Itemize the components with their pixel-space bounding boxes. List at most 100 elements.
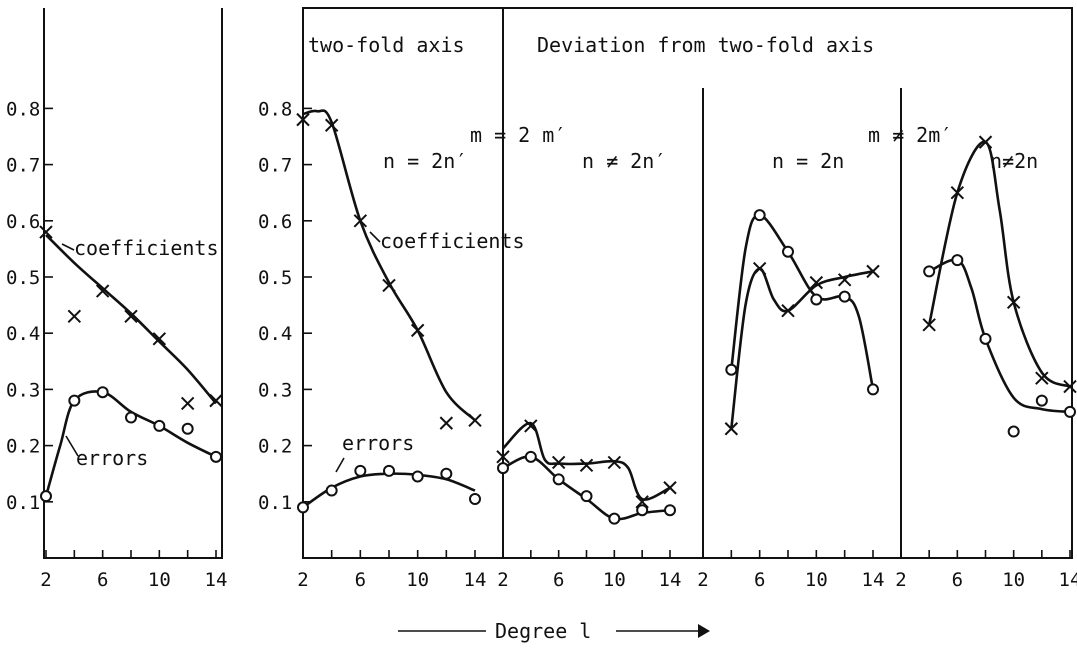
left-coefficients-point-3-stroke-b xyxy=(124,309,138,324)
left-coefficients-point-1-stroke-b xyxy=(67,309,82,324)
sub1-coefficients-point-6-stroke-b xyxy=(468,413,482,428)
sub1-errors-point-3 xyxy=(383,464,395,477)
left-errors-point-1 xyxy=(68,394,81,407)
sub4-errors-curve xyxy=(928,258,1071,414)
left-xtick-label-3: 14 xyxy=(205,569,228,591)
right-ytick-label-6: 0.7 xyxy=(258,155,292,177)
sub3-errors-point-4 xyxy=(838,290,851,303)
left-errors-point-4 xyxy=(153,419,166,432)
sub4-coefficients-point-5-stroke-b xyxy=(1063,379,1077,394)
sub4-xtick-label-1: 6 xyxy=(952,569,963,591)
sub1-errors-point-5 xyxy=(440,467,453,480)
sub3-errors-point-0 xyxy=(725,363,738,376)
sub2-coefficients-point-6-stroke-b xyxy=(663,481,677,495)
sub2-errors-point-6 xyxy=(664,504,676,517)
left-coefficients-point-6-stroke-b xyxy=(209,393,223,408)
sub1-errors-point-0 xyxy=(297,501,309,514)
left-coefficients-point-5-stroke-b xyxy=(180,396,195,411)
left-errors-point-2 xyxy=(96,386,109,399)
left-ytick-label-4: 0.5 xyxy=(6,267,40,289)
left-errors-leader xyxy=(65,435,79,457)
sub1-coefficients-point-2-stroke-b xyxy=(353,214,368,228)
sub1-coefficients-point-0 xyxy=(296,112,310,127)
subpanel-label-2: n ≠ 2n′ xyxy=(582,149,666,173)
sub4-errors-point-3 xyxy=(1007,425,1020,438)
left-plot-area xyxy=(39,225,223,503)
sub1-coefficients-point-1-stroke-b xyxy=(324,118,339,132)
right-y-axis: 0.1 0.2 0.3 0.4 0.5 0.6 0.7 0.8 xyxy=(258,98,312,514)
left-coefficients-curve xyxy=(45,233,217,405)
left-coefficients-point-4-stroke-b xyxy=(152,332,167,346)
subpanel-label-4: n≠2n xyxy=(990,149,1038,173)
x-axis-title: Degree l xyxy=(398,619,710,643)
sub4-errors-point-2 xyxy=(979,332,992,345)
sub2-coefficients-point-3 xyxy=(579,458,594,472)
left-errors-point-0 xyxy=(40,490,52,503)
sub2-coefficients-point-6 xyxy=(663,481,677,495)
sub3-coefficients-point-1 xyxy=(752,261,767,276)
right-errors-leader xyxy=(335,457,345,473)
header-deviation: Deviation from two-fold axis xyxy=(537,33,874,57)
sub4-xtick-label-0: 2 xyxy=(895,569,906,591)
right-x-axis: 2 6 10 14 2 6 10 14 2 6 10 14 2 6 10 14 xyxy=(297,550,1077,591)
right-panel: 0.1 0.2 0.3 0.4 0.5 0.6 0.7 0.8 2 6 10 14 2 6 10 14 2 6 1… xyxy=(258,7,1077,591)
right-plot-area xyxy=(296,109,1077,525)
left-ytick-label-3: 0.4 xyxy=(6,323,40,345)
sub1-errors-point-6 xyxy=(469,492,481,505)
sub3-coefficients-point-4-stroke-b xyxy=(837,273,852,287)
left-errors-point-5 xyxy=(181,422,194,435)
subpanel-label-1: n = 2n′ xyxy=(383,149,467,173)
sub4-errors-point-0 xyxy=(923,265,936,278)
sub2-xtick-label-0: 2 xyxy=(497,569,508,591)
sub1-coefficients-point-6 xyxy=(468,413,482,428)
sub1-xtick-label-2: 10 xyxy=(406,569,429,591)
left-coefficients-point-2 xyxy=(95,284,110,298)
sub1-coefficients-point-1 xyxy=(324,118,339,132)
left-ytick-label-0: 0.1 xyxy=(6,492,40,514)
left-coefficients-point-6 xyxy=(209,393,223,408)
left-errors-point-6 xyxy=(210,450,222,463)
sub1-errors-point-4 xyxy=(411,470,424,483)
left-y-axis: 0.1 0.2 0.3 0.4 0.5 0.6 0.7 0.8 xyxy=(6,98,53,514)
left-panel: 0.1 0.2 0.3 0.4 0.5 0.6 0.7 0.8 2 6 10 14 coeffici… xyxy=(6,8,227,591)
sub3-coefficients-point-2-stroke-b xyxy=(781,304,795,318)
left-ytick-label-1: 0.2 xyxy=(6,436,40,458)
sub3-errors-curve xyxy=(730,213,875,390)
sub2-errors-point-1 xyxy=(524,450,537,463)
right-ytick-label-2: 0.3 xyxy=(258,379,292,401)
left-xtick-label-0: 2 xyxy=(40,569,51,591)
sub4-errors-point-4 xyxy=(1035,394,1048,407)
left-coefficients-point-0 xyxy=(39,225,53,239)
right-errors-label: errors xyxy=(342,431,414,455)
sub4-xtick-label-3: 14 xyxy=(1059,569,1077,591)
sub3-coefficients-point-5 xyxy=(866,264,880,279)
left-coefficients-point-1 xyxy=(67,309,82,324)
sub1-coefficients-point-3-stroke-b xyxy=(382,278,396,293)
sub3-coefficients-point-4 xyxy=(837,273,852,287)
sub1-coefficients-point-0-stroke-b xyxy=(296,112,310,127)
sub4-coefficients-point-4-stroke-b xyxy=(1035,371,1049,385)
left-coefficients-point-3 xyxy=(124,309,138,324)
right-ytick-label-4: 0.5 xyxy=(258,267,292,289)
left-coefficients-leader xyxy=(61,243,75,251)
sub1-coefficients-point-3 xyxy=(382,278,396,293)
sub3-coefficients-point-3-stroke-b xyxy=(809,275,824,290)
sub2-coefficients-point-3-stroke-b xyxy=(579,458,594,472)
sub2-xtick-label-3: 14 xyxy=(659,569,682,591)
sub2-coefficients-point-0-stroke-b xyxy=(496,450,510,464)
right-ytick-label-7: 0.8 xyxy=(258,98,292,120)
sub3-xtick-label-2: 10 xyxy=(805,569,828,591)
header-m-neq: m ≠ 2m′ xyxy=(868,123,952,147)
header-m-eq: m = 2 m′ xyxy=(470,123,566,147)
sub1-xtick-label-1: 6 xyxy=(355,569,366,591)
sub4-coefficients-point-1 xyxy=(950,185,965,200)
sub4-coefficients-point-3-stroke-b xyxy=(1006,295,1021,309)
sub3-coefficients-point-3 xyxy=(809,275,824,290)
x-axis-title-arrowhead xyxy=(698,624,710,638)
left-ytick-label-7: 0.8 xyxy=(6,98,40,120)
sub2-coefficients-point-1-stroke-b xyxy=(524,419,538,433)
sub1-errors-point-1 xyxy=(325,484,338,497)
sub2-coefficients-point-2 xyxy=(551,455,566,470)
sub3-xtick-label-1: 6 xyxy=(754,569,765,591)
sub1-coefficients-point-5-stroke-b xyxy=(439,416,454,430)
